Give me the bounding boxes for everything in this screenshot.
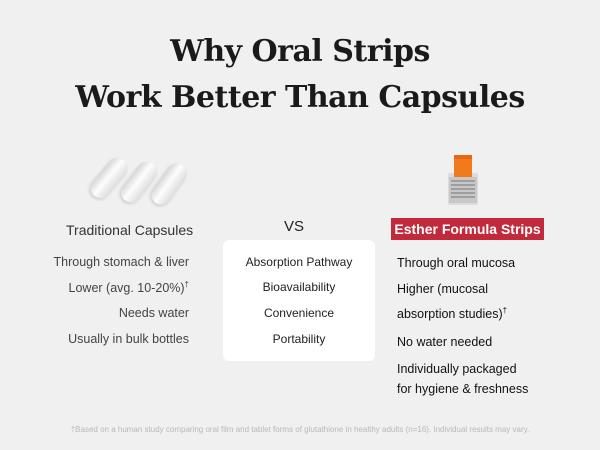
right-row-bioavailability-1: Higher (mucosal xyxy=(397,282,489,296)
right-row-bioavailability-2: absorption studies)† xyxy=(397,306,508,322)
footnote: †Based on a human study comparing oral f… xyxy=(70,425,530,434)
right-row-pathway: Through oral mucosa xyxy=(397,256,516,270)
right-row-portability-1: Individually packaged xyxy=(397,362,517,376)
vs-label: VS xyxy=(283,218,304,235)
comparison-criteria-card: Absorption Pathway Bioavailability Conve… xyxy=(223,240,375,361)
strip-pack-icon xyxy=(448,155,478,205)
traditional-capsules-heading: Traditional Capsules xyxy=(66,222,194,238)
title-line-1: Why Oral Strips xyxy=(170,34,430,69)
criterion-portability: Portability xyxy=(272,332,326,346)
title-line-2: Work Better Than Capsules xyxy=(75,80,525,115)
right-row-portability-2: for hygiene & freshness xyxy=(397,382,529,396)
capsules-icon xyxy=(85,153,195,209)
left-row-bioavailability: Lower (avg. 10-20%)† xyxy=(68,280,189,296)
criterion-absorption-pathway: Absorption Pathway xyxy=(245,255,353,269)
left-row-portability: Usually in bulk bottles xyxy=(68,332,189,346)
criterion-convenience: Convenience xyxy=(263,306,335,320)
right-row-convenience: No water needed xyxy=(397,335,493,349)
esther-formula-badge: Esther Formula Strips xyxy=(391,218,544,240)
left-row-convenience: Needs water xyxy=(118,306,189,320)
criterion-bioavailability: Bioavailability xyxy=(262,280,336,294)
left-row-pathway: Through stomach & liver xyxy=(53,255,189,269)
